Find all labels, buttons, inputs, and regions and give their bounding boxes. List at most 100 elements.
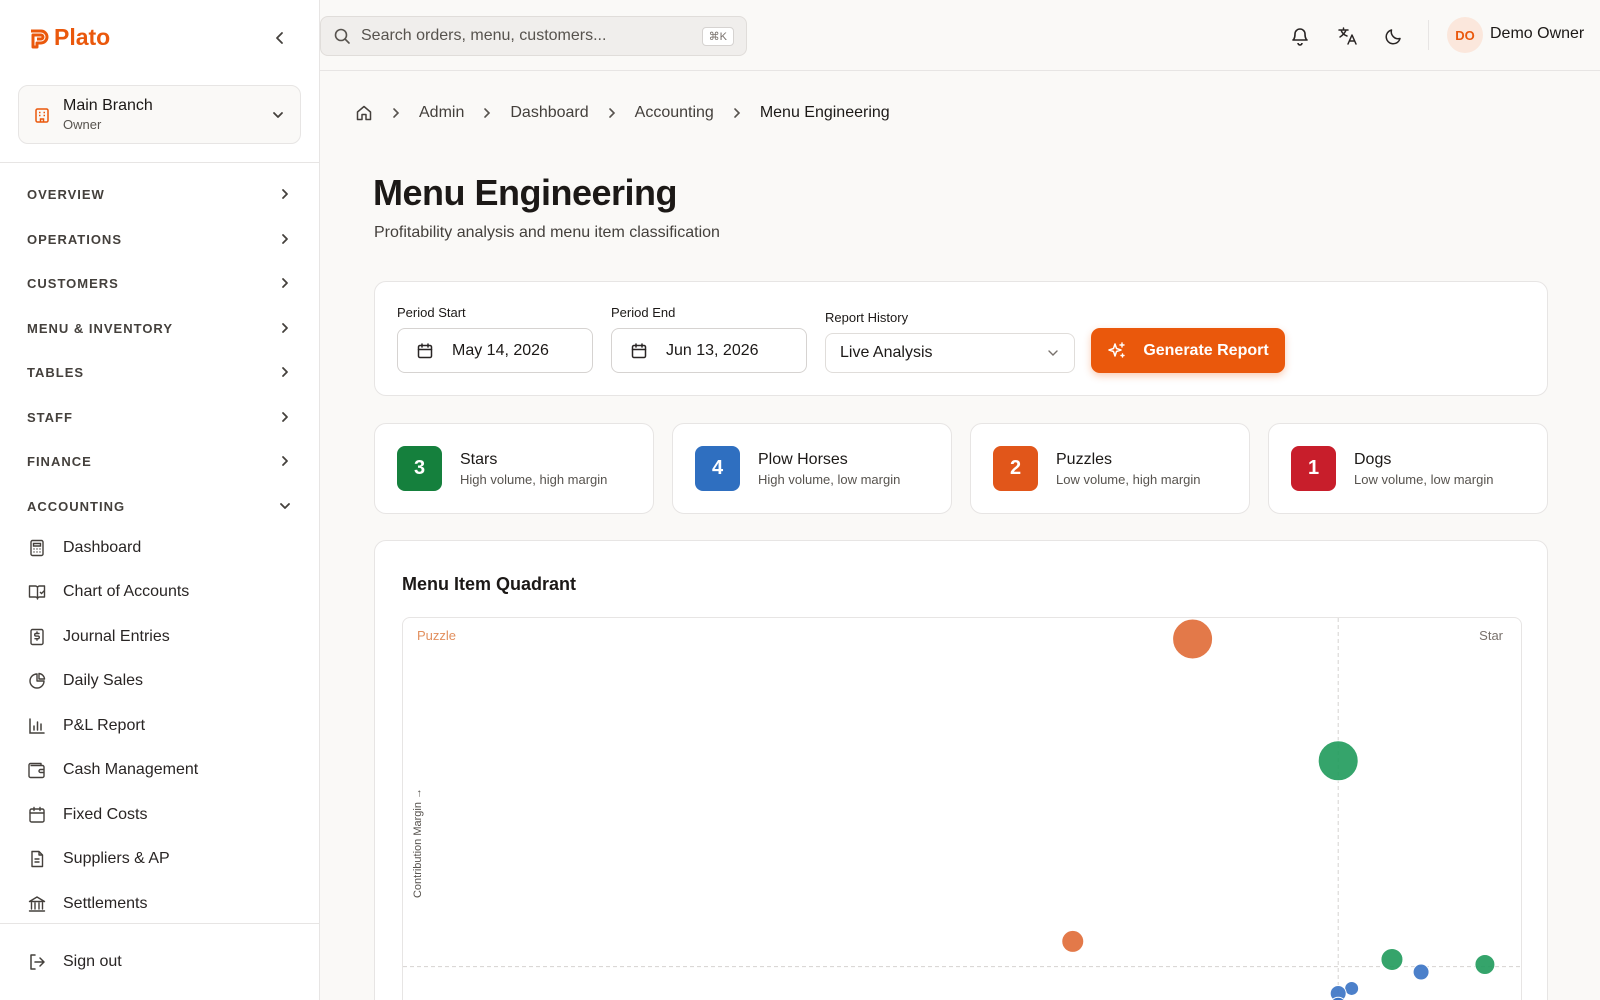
plato-logo-icon xyxy=(31,29,49,48)
generate-report-label: Generate Report xyxy=(1143,341,1269,359)
sidebar-item-chart-of-accounts[interactable]: Chart of Accounts xyxy=(27,578,293,606)
chevron-left-icon xyxy=(276,32,283,44)
data-point-puzzle[interactable] xyxy=(1061,929,1085,953)
building-icon xyxy=(35,107,49,123)
nav-section-label: TABLES xyxy=(27,364,85,380)
data-point-star[interactable] xyxy=(1474,954,1496,975)
nav-section-staff[interactable]: STAFF xyxy=(27,405,293,429)
sidebar-item-dashboard[interactable]: Dashboard xyxy=(27,534,293,562)
breadcrumb: Admin Dashboard Accounting Menu Engineer… xyxy=(355,101,890,125)
kpi-title: Stars xyxy=(460,451,498,468)
user-name[interactable]: Demo Owner xyxy=(1490,25,1585,42)
nav-section-operations[interactable]: OPERATIONS xyxy=(27,227,293,251)
calendar-icon xyxy=(417,342,433,358)
nav-section-label: OVERVIEW xyxy=(27,186,105,202)
kpi-count-badge: 2 xyxy=(993,446,1038,491)
chevron-right-icon xyxy=(282,189,288,199)
kpi-title: Plow Horses xyxy=(758,451,848,468)
sidebar-item-label: Journal Entries xyxy=(63,628,170,645)
search-box[interactable]: ⌘K xyxy=(320,16,747,56)
period-start-input[interactable]: May 14, 2026 xyxy=(397,328,593,373)
search-icon xyxy=(334,28,350,44)
sidebar-item-p-l-report[interactable]: P&L Report xyxy=(27,712,293,740)
theme-toggle-button[interactable] xyxy=(1382,24,1406,48)
nav-section-customers[interactable]: CUSTOMERS xyxy=(27,271,293,295)
branch-selector[interactable]: Main Branch Owner xyxy=(18,85,301,144)
sidebar-item-label: Suppliers & AP xyxy=(63,850,170,867)
kpi-description: High volume, high margin xyxy=(460,472,608,487)
nav-section-tables[interactable]: TABLES xyxy=(27,360,293,384)
chevron-right-icon xyxy=(282,278,288,288)
data-point-plow-horse[interactable] xyxy=(1344,980,1360,996)
report-history-value: Live Analysis xyxy=(840,344,933,361)
sidebar-item-suppliers-ap[interactable]: Suppliers & AP xyxy=(27,845,293,873)
data-point-star[interactable] xyxy=(1317,740,1359,782)
breadcrumb-admin[interactable]: Admin xyxy=(419,104,465,121)
collapse-sidebar-button[interactable] xyxy=(268,26,292,50)
period-end-value: Jun 13, 2026 xyxy=(666,341,759,359)
report-history-select[interactable]: Live Analysis xyxy=(825,333,1075,373)
calculator-icon xyxy=(30,539,44,557)
logo-row: Plato xyxy=(28,24,292,52)
search-input[interactable] xyxy=(361,27,702,45)
notifications-button[interactable] xyxy=(1288,24,1312,48)
period-start-value: May 14, 2026 xyxy=(452,341,549,359)
sidebar-item-label: Settlements xyxy=(63,895,148,912)
nav-section-accounting[interactable]: ACCOUNTING xyxy=(27,494,293,518)
kpi-description: Low volume, low margin xyxy=(1354,472,1494,487)
report-filters: Period Start May 14, 2026 Period End Jun… xyxy=(374,281,1548,396)
chevron-right-icon xyxy=(389,106,403,120)
sign-out-button[interactable]: Sign out xyxy=(27,948,293,976)
star-quadrant-label: Star xyxy=(1479,628,1504,643)
kpi-count-badge: 4 xyxy=(695,446,740,491)
nav-section-overview[interactable]: OVERVIEW xyxy=(27,182,293,206)
wallet-icon xyxy=(28,762,45,779)
sidebar-item-daily-sales[interactable]: Daily Sales xyxy=(27,667,293,695)
period-end-input[interactable]: Jun 13, 2026 xyxy=(611,328,807,373)
file-icon xyxy=(31,850,44,868)
period-start-label: Period Start xyxy=(397,305,466,320)
branch-name: Main Branch xyxy=(63,96,153,114)
nav-section-label: FINANCE xyxy=(27,453,92,469)
kpi-description: High volume, low margin xyxy=(758,472,901,487)
chart-title: Menu Item Quadrant xyxy=(402,574,577,594)
kpi-card-puzzles: 2 Puzzles Low volume, high margin xyxy=(970,423,1250,514)
chevron-down-icon xyxy=(1048,350,1058,356)
app-name: Plato xyxy=(54,24,111,50)
avatar[interactable]: DO xyxy=(1447,17,1483,53)
sidebar-item-label: Dashboard xyxy=(63,539,142,556)
sidebar-item-settlements[interactable]: Settlements xyxy=(27,890,293,918)
data-point-plow-horse[interactable] xyxy=(1330,996,1346,1000)
chevron-down-icon xyxy=(280,503,290,509)
report-history-label: Report History xyxy=(825,310,909,325)
home-icon[interactable] xyxy=(355,104,373,122)
search-shortcut: ⌘K xyxy=(701,26,734,46)
sidebar-item-cash-management[interactable]: Cash Management xyxy=(27,756,293,784)
sidebar-item-journal-entries[interactable]: Journal Entries xyxy=(27,623,293,651)
sidebar-divider xyxy=(0,923,320,924)
bar-chart-icon xyxy=(29,718,45,734)
nav-section-finance[interactable]: FINANCE xyxy=(27,449,293,473)
bank-icon xyxy=(28,896,46,912)
sidebar-item-fixed-costs[interactable]: Fixed Costs xyxy=(27,801,293,829)
data-point-plow-horse[interactable] xyxy=(1329,984,1347,1000)
breadcrumb-dashboard[interactable]: Dashboard xyxy=(510,104,589,121)
chevron-right-icon xyxy=(480,106,494,120)
nav-section-label: ACCOUNTING xyxy=(27,498,126,514)
data-point-star[interactable] xyxy=(1380,947,1404,971)
quadrant-plot: Puzzle Star Contribution Margin → xyxy=(402,617,1522,1000)
sidebar-item-label: P&L Report xyxy=(63,717,146,734)
data-point-puzzle[interactable] xyxy=(1172,618,1214,660)
breadcrumb-accounting[interactable]: Accounting xyxy=(634,104,714,121)
puzzle-quadrant-label: Puzzle xyxy=(417,628,456,643)
sparkles-icon xyxy=(1108,341,1126,358)
menu-quadrant-card: Menu Item Quadrant Puzzle Star Contribut… xyxy=(374,540,1548,1000)
period-end-label: Period End xyxy=(611,305,676,320)
app-logo[interactable]: Plato xyxy=(28,24,292,51)
pie-chart-icon xyxy=(29,672,46,689)
data-point-plow-horse[interactable] xyxy=(1412,963,1430,981)
language-button[interactable] xyxy=(1335,24,1359,48)
nav-section-menu-inventory[interactable]: MENU & INVENTORY xyxy=(27,316,293,340)
generate-report-button[interactable]: Generate Report xyxy=(1091,328,1285,373)
quadrant-chart: Puzzle Star Contribution Margin → xyxy=(403,618,1521,1000)
